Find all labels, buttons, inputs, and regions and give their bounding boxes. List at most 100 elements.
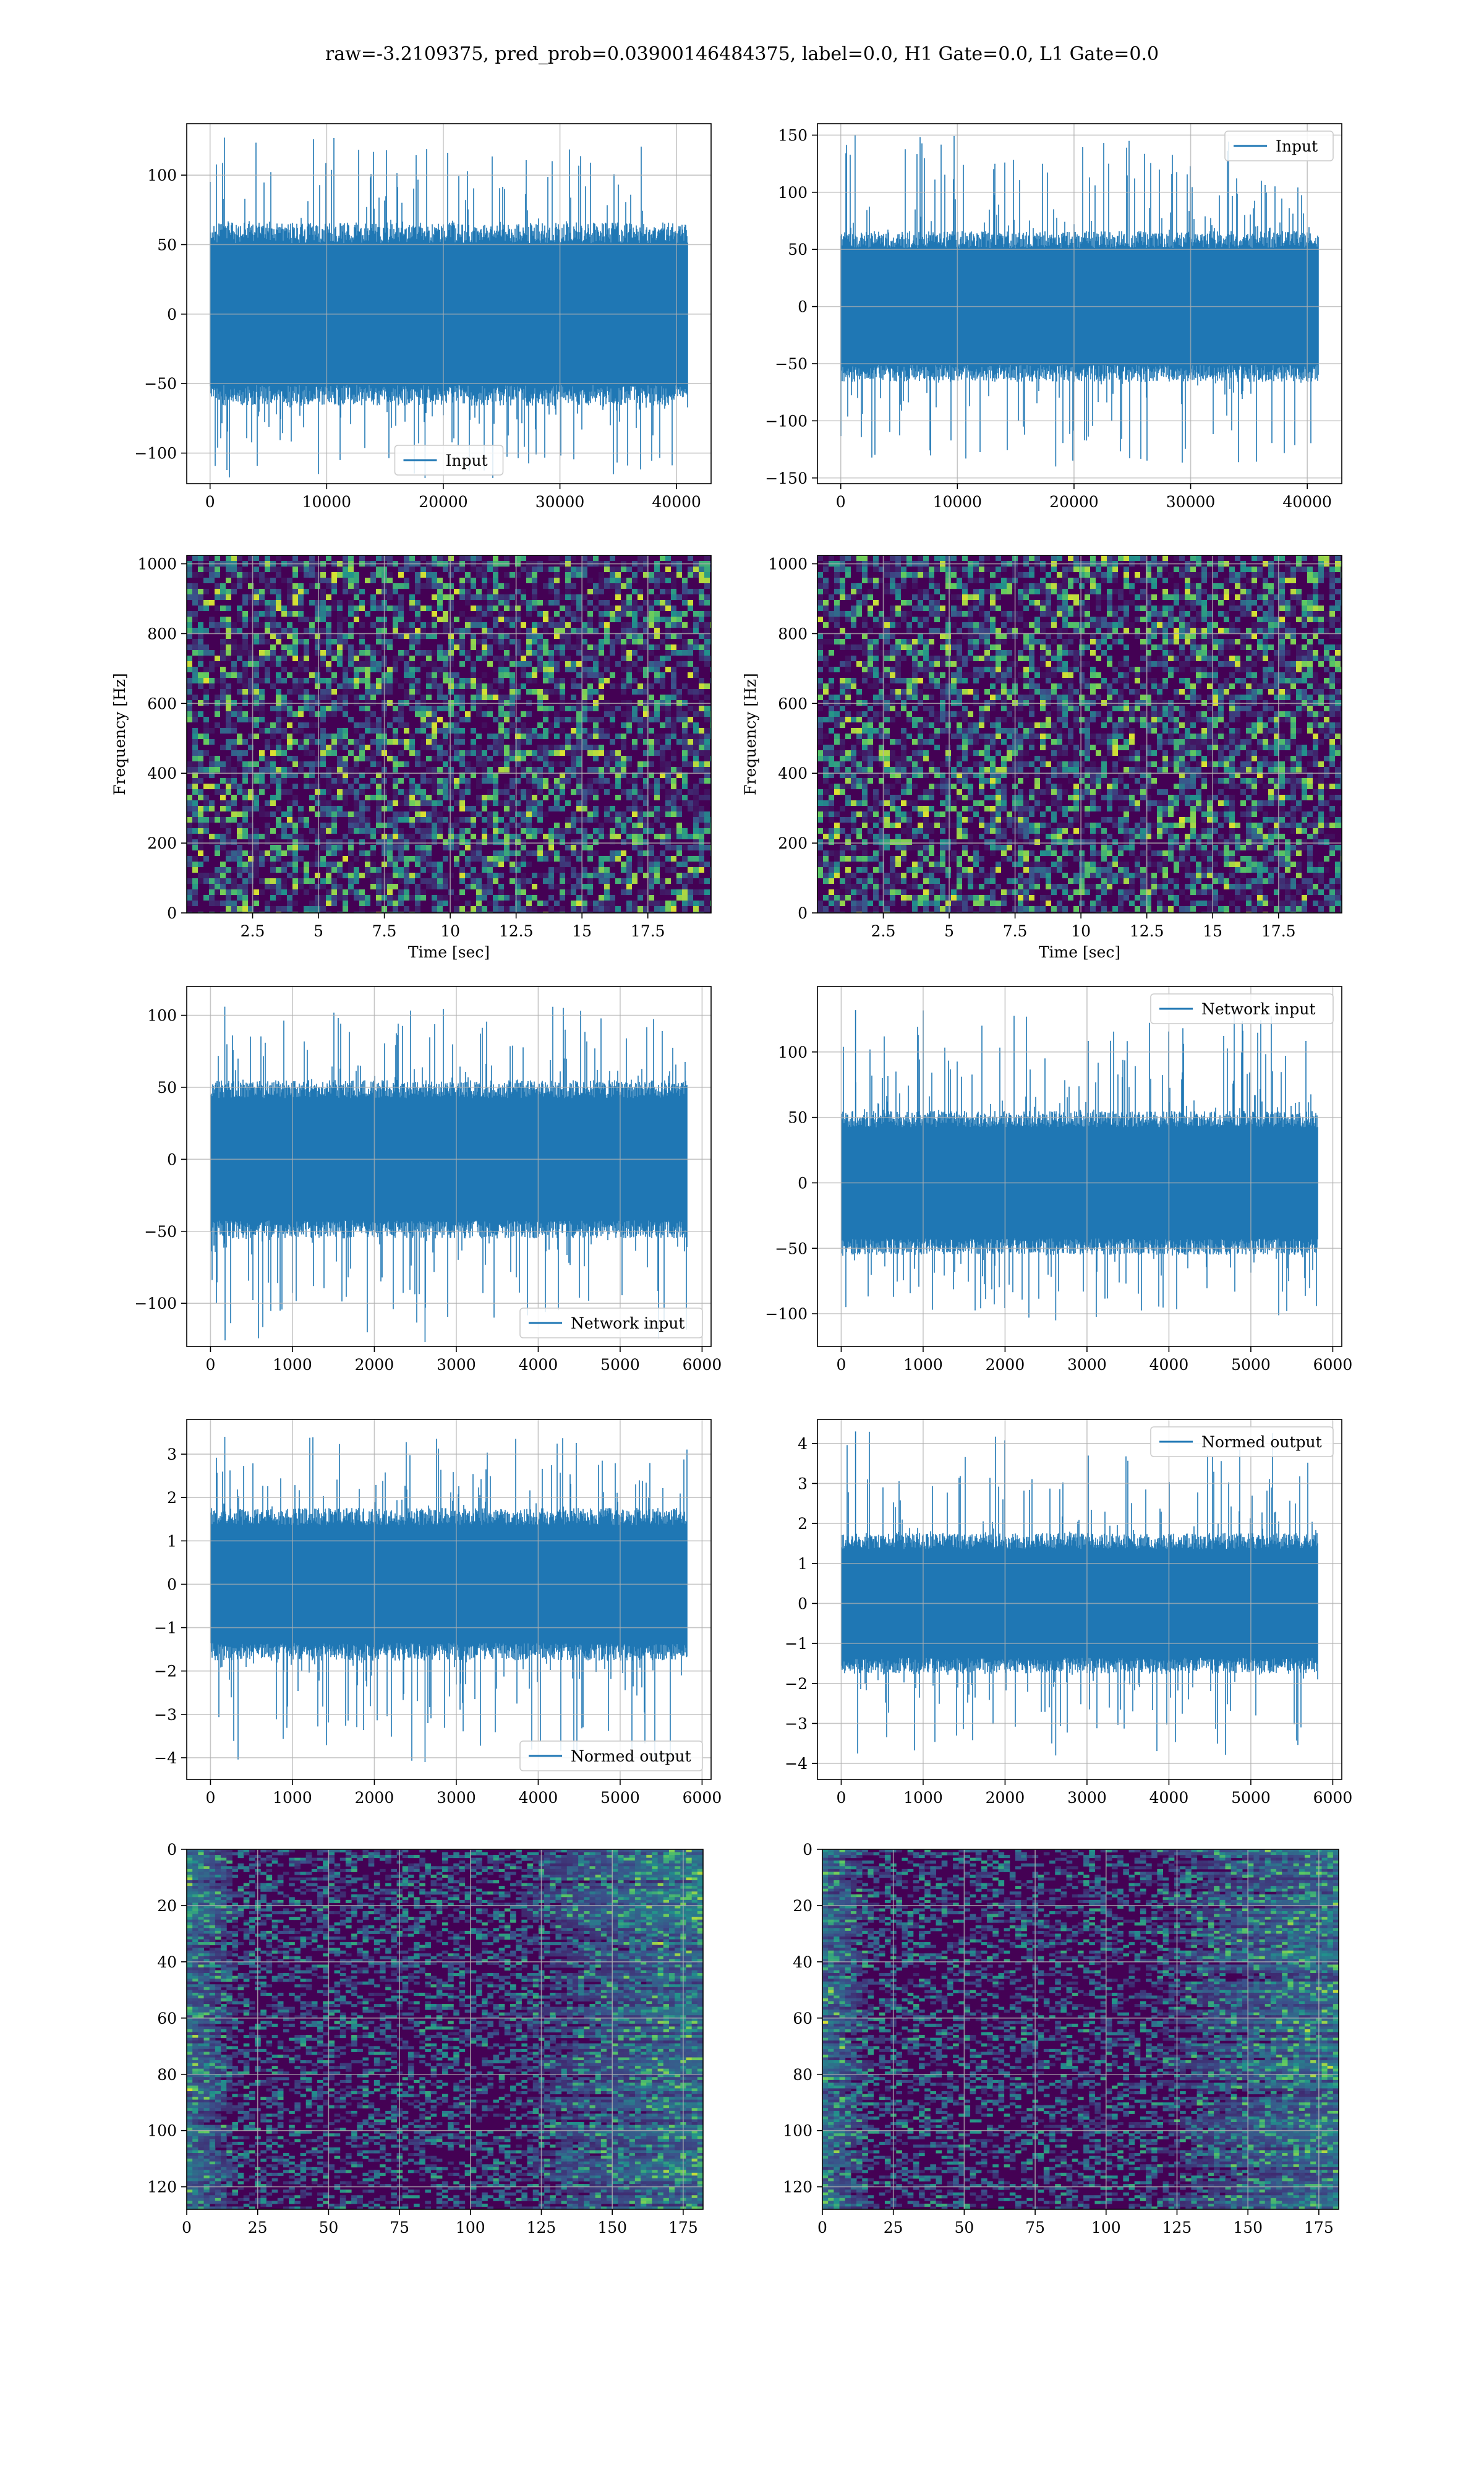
heatmap-cell — [226, 756, 231, 761]
heatmap-cell — [856, 589, 862, 594]
heatmap-cell — [615, 850, 621, 856]
heatmap-cell — [248, 906, 254, 912]
heatmap-cell — [665, 867, 671, 873]
heatmap-cell — [270, 800, 276, 806]
heatmap-cell — [973, 578, 979, 583]
heatmap-cell — [599, 650, 604, 656]
heatmap-cell — [203, 689, 209, 695]
heatmap-cell — [209, 683, 215, 689]
heatmap-cell — [582, 901, 587, 906]
heatmap-cell — [298, 856, 304, 862]
heatmap-cell — [498, 656, 504, 661]
heatmap-cell — [270, 578, 276, 583]
heatmap-cell — [504, 750, 510, 756]
heatmap-cell — [688, 889, 693, 895]
heatmap-cell — [996, 639, 1001, 644]
heatmap-cell — [599, 784, 604, 789]
heatmap-cell — [901, 555, 906, 561]
heatmap-cell — [599, 745, 604, 750]
heatmap-cell — [576, 767, 582, 773]
heatmap-cell — [432, 734, 437, 739]
heatmap-cell — [1296, 567, 1302, 572]
heatmap-cell — [593, 644, 599, 650]
heatmap-cell — [215, 873, 220, 878]
heatmap-cell — [465, 856, 471, 862]
heatmap-cell — [304, 700, 309, 706]
heatmap-cell — [548, 806, 554, 811]
heatmap-cell — [537, 828, 543, 834]
heatmap-cell — [437, 912, 443, 913]
heatmap-cell — [548, 856, 554, 862]
heatmap-cell — [587, 667, 593, 672]
heatmap-cell — [498, 739, 504, 745]
heatmap-cell — [443, 583, 448, 589]
heatmap-cell — [198, 823, 203, 828]
heatmap-cell — [554, 711, 560, 717]
heatmap-cell — [834, 600, 840, 606]
heatmap-cell — [548, 895, 554, 901]
heatmap-cell — [649, 745, 654, 750]
heatmap-cell — [632, 600, 638, 606]
heatmap-cell — [359, 600, 365, 606]
heatmap-cell — [554, 667, 560, 672]
heatmap-cell — [276, 633, 281, 639]
heatmap-cell — [699, 761, 704, 767]
heatmap-cell — [192, 767, 198, 773]
heatmap-cell — [493, 617, 498, 622]
heatmap-cell — [1246, 589, 1252, 594]
heatmap-cell — [443, 789, 448, 795]
heatmap-cell — [704, 828, 710, 834]
heatmap-cell — [309, 912, 315, 913]
heatmap-cell — [393, 795, 398, 800]
heatmap-cell — [393, 656, 398, 661]
heatmap-cell — [571, 828, 576, 834]
heatmap-cell — [1235, 639, 1240, 644]
heatmap-cell — [1073, 633, 1079, 639]
heatmap-cell — [493, 850, 498, 856]
heatmap-cell — [693, 728, 699, 734]
heatmap-cell — [298, 711, 304, 717]
heatmap-cell — [638, 817, 643, 823]
heatmap-cell — [699, 611, 704, 617]
heatmap-cell — [576, 828, 582, 834]
heatmap-cell — [576, 672, 582, 678]
heatmap-cell — [834, 639, 840, 644]
heatmap-cell — [1174, 600, 1179, 606]
heatmap-cell — [415, 711, 420, 717]
heatmap-cell — [287, 589, 292, 594]
heatmap-cell — [1257, 555, 1263, 561]
heatmap-cell — [682, 884, 688, 889]
heatmap-cell — [192, 650, 198, 656]
heatmap-cell — [1135, 572, 1140, 578]
heatmap-cell — [437, 555, 443, 561]
heatmap-cell — [1318, 622, 1324, 628]
heatmap-cell — [676, 823, 682, 828]
heatmap-cell — [343, 572, 348, 578]
heatmap-cell — [610, 856, 615, 862]
heatmap-cell — [287, 889, 292, 895]
heatmap-cell — [454, 589, 459, 594]
heatmap-cell — [626, 717, 632, 722]
heatmap-cell — [215, 889, 220, 895]
heatmap-cell — [699, 622, 704, 628]
heatmap-cell — [326, 606, 331, 611]
heatmap-cell — [370, 845, 376, 850]
legend-label: Input — [1276, 137, 1318, 155]
heatmap-cell — [565, 706, 571, 711]
heatmap-cell — [1023, 589, 1029, 594]
heatmap-cell — [1085, 606, 1090, 611]
heatmap-cell — [393, 589, 398, 594]
heatmap-cell — [398, 706, 404, 711]
heatmap-cell — [515, 644, 521, 650]
heatmap-cell — [526, 850, 532, 856]
heatmap-cell — [287, 711, 292, 717]
heatmap-cell — [493, 761, 498, 767]
heatmap-cell — [370, 695, 376, 700]
heatmap-cell — [493, 717, 498, 722]
heatmap-cell — [576, 789, 582, 795]
heatmap-cell — [298, 722, 304, 728]
heatmap-cell — [710, 594, 711, 600]
heatmap-cell — [331, 817, 337, 823]
heatmap-cell — [493, 589, 498, 594]
heatmap-cell — [331, 600, 337, 606]
